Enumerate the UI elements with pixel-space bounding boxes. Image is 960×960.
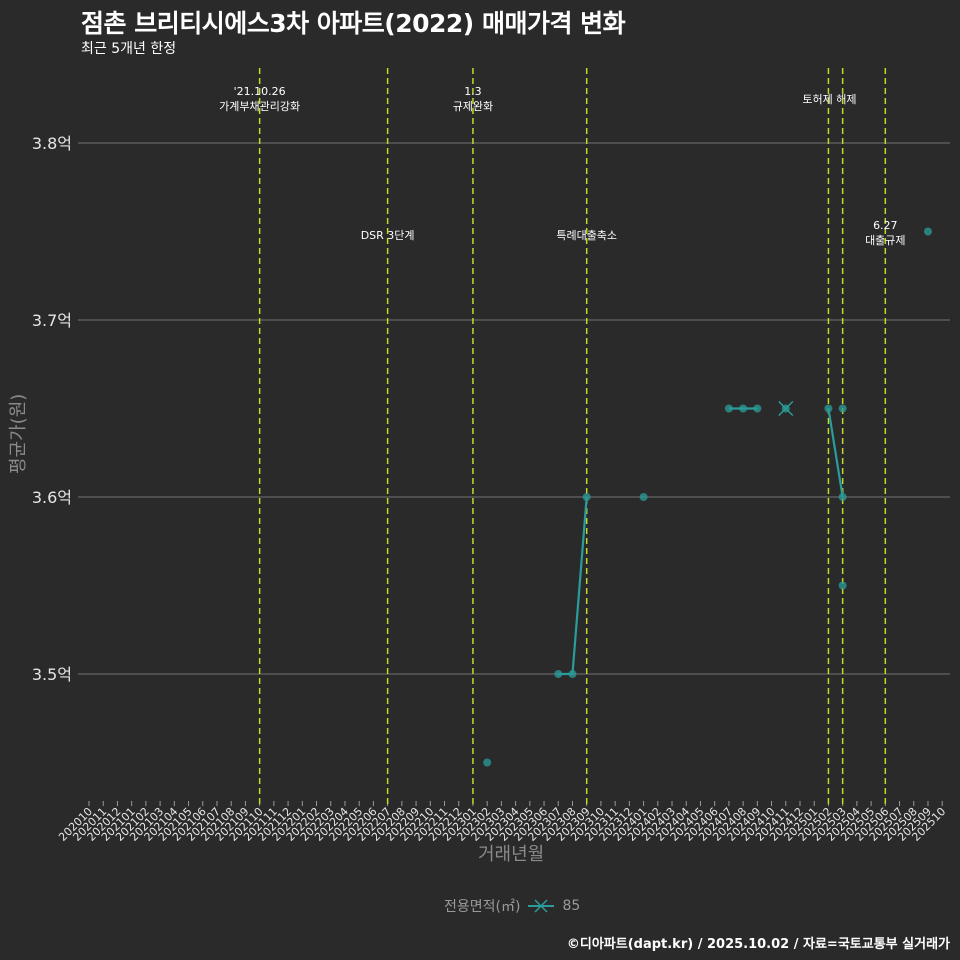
chart-title: 점촌 브리티시에스3차 아파트(2022) 매매가격 변화: [81, 9, 626, 38]
y-tick-label: 3.7억: [32, 311, 72, 330]
data-point: [781, 404, 790, 413]
event-annotation: 대출규제: [865, 234, 905, 247]
data-point: [753, 404, 762, 413]
data-point: [838, 581, 847, 590]
y-tick-label: 3.5억: [32, 665, 72, 684]
event-annotation: 1.3: [464, 85, 482, 98]
y-tick-label: 3.8억: [32, 134, 72, 153]
legend-x-marker-icon: [528, 899, 555, 913]
legend: 전용면적(㎡) 85: [444, 896, 580, 916]
source-caption: ©디아파트(dapt.kr) / 2025.10.02 / 자료=국토교통부 실…: [566, 937, 950, 952]
x-axis-label-text: 거래년월: [478, 844, 545, 865]
event-annotation: 가계부채관리강화: [219, 100, 300, 113]
data-point: [483, 758, 492, 767]
event-annotation: '21.10.26: [234, 85, 286, 98]
legend-item-85: 85: [562, 898, 581, 914]
event-annotation: 6.27: [873, 219, 898, 232]
data-point: [724, 404, 733, 413]
data-point: [639, 493, 648, 501]
event-annotation: DSR 3단계: [361, 229, 415, 242]
data-point: [568, 670, 577, 678]
event-annotation: 토허제 해제: [802, 92, 856, 106]
legend-title: 전용면적(㎡): [444, 899, 521, 915]
y-tick-label: 3.6억: [32, 488, 72, 507]
chart-subtitle: 최근 5개년 한정: [81, 41, 177, 57]
data-point: [739, 404, 748, 413]
series-line: [827, 408, 844, 498]
data-point: [838, 493, 847, 501]
data-point: [838, 404, 847, 413]
y-axis-label: 평균가(원): [8, 393, 29, 474]
series-line: [558, 496, 588, 676]
data-point: [582, 493, 591, 501]
event-annotation: 규제완화: [453, 100, 493, 113]
data-point: [824, 404, 833, 413]
data-point: [554, 670, 563, 678]
data-point: [923, 227, 932, 236]
event-annotation: 특례대출축소: [556, 229, 617, 242]
